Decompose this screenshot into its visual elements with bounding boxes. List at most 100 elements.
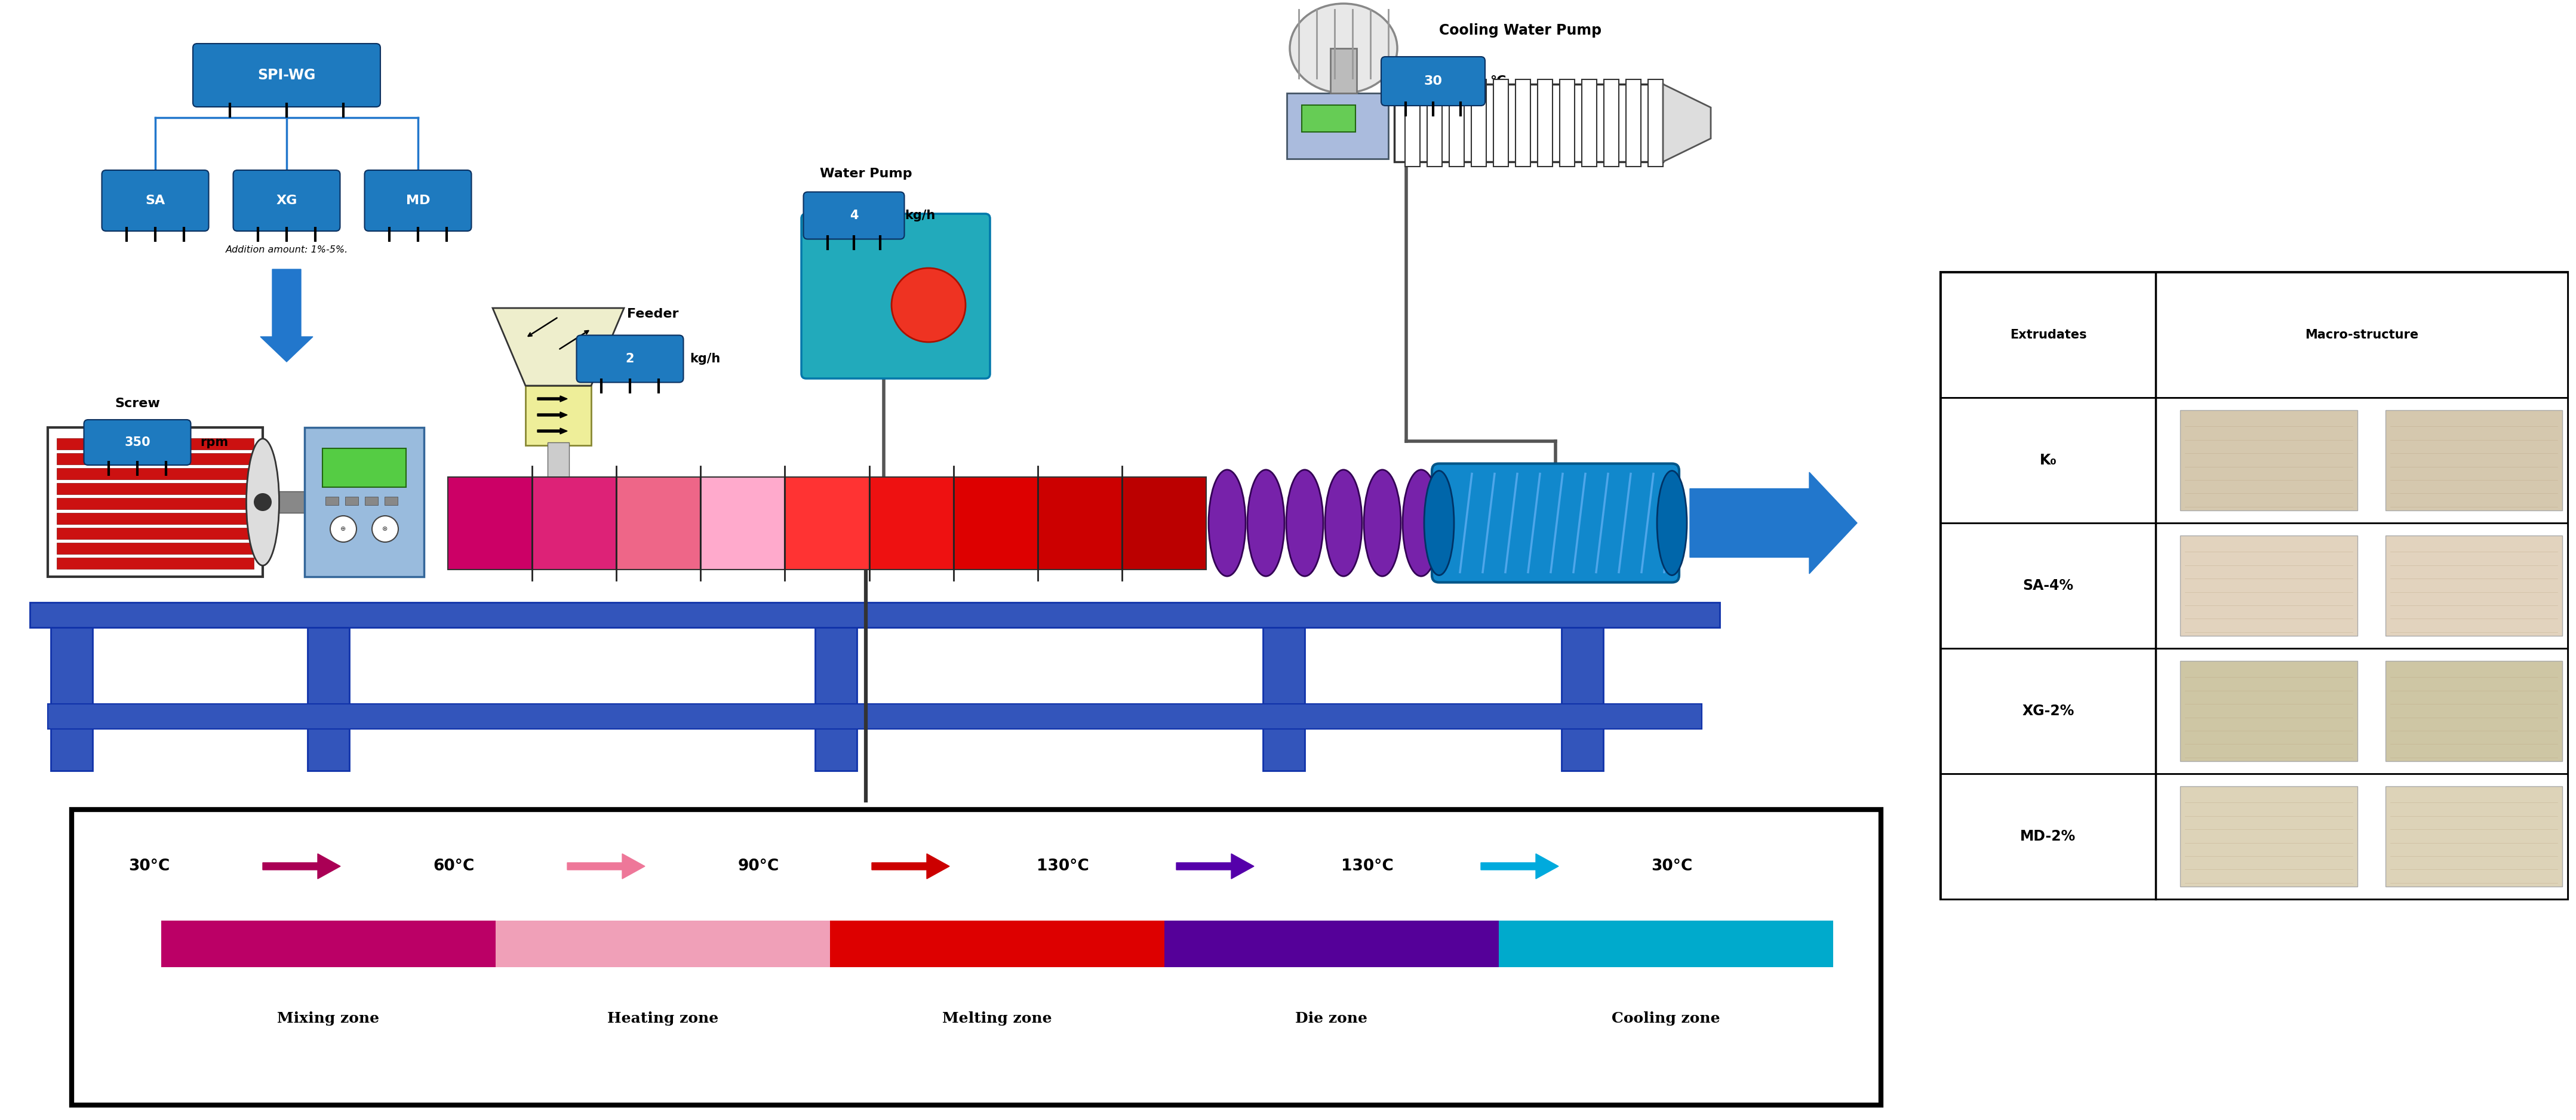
Ellipse shape bbox=[247, 439, 278, 566]
Ellipse shape bbox=[1324, 469, 1363, 576]
Ellipse shape bbox=[1425, 470, 1453, 576]
Bar bbox=[345, 496, 358, 505]
Ellipse shape bbox=[1363, 469, 1401, 576]
Bar bbox=[307, 627, 350, 771]
Bar bbox=[31, 603, 1721, 627]
Text: 2: 2 bbox=[626, 353, 634, 365]
Bar bbox=[1038, 477, 1123, 569]
Bar bbox=[57, 438, 255, 449]
FancyArrow shape bbox=[1481, 853, 1558, 879]
FancyArrow shape bbox=[538, 428, 567, 435]
Bar bbox=[1164, 921, 1499, 968]
Bar bbox=[1940, 523, 2568, 648]
Text: Cooling Water Pump: Cooling Water Pump bbox=[1440, 24, 1602, 38]
Bar bbox=[1394, 84, 1664, 161]
Bar bbox=[57, 468, 255, 479]
Text: °C: °C bbox=[1489, 75, 1507, 87]
Bar bbox=[1404, 80, 1419, 167]
Text: 4: 4 bbox=[850, 209, 858, 222]
Bar bbox=[1538, 80, 1553, 167]
Text: K₀: K₀ bbox=[2040, 454, 2056, 467]
Bar bbox=[448, 477, 533, 569]
Bar bbox=[2385, 410, 2563, 511]
Text: Cooling zone: Cooling zone bbox=[1613, 1011, 1721, 1026]
Bar bbox=[57, 483, 255, 494]
Text: Addition amount: 1%-5%.: Addition amount: 1%-5%. bbox=[224, 245, 348, 254]
Bar bbox=[1561, 627, 1602, 771]
FancyBboxPatch shape bbox=[193, 44, 381, 106]
Bar bbox=[57, 543, 255, 554]
Bar bbox=[953, 477, 1038, 569]
Text: SA-4%: SA-4% bbox=[2022, 579, 2074, 592]
Text: SA: SA bbox=[144, 195, 165, 206]
Bar bbox=[1471, 80, 1486, 167]
Bar bbox=[384, 496, 397, 505]
Text: XG: XG bbox=[276, 195, 296, 206]
Bar bbox=[49, 703, 1703, 729]
Text: ⊕: ⊕ bbox=[340, 526, 345, 532]
Bar bbox=[526, 385, 590, 446]
Bar bbox=[1262, 627, 1303, 771]
Bar bbox=[57, 513, 255, 524]
Bar bbox=[52, 627, 93, 771]
FancyArrow shape bbox=[1177, 853, 1255, 879]
Text: 30°C: 30°C bbox=[1651, 859, 1692, 874]
FancyArrow shape bbox=[260, 269, 312, 362]
FancyBboxPatch shape bbox=[804, 192, 904, 239]
FancyArrow shape bbox=[567, 853, 644, 879]
Bar bbox=[616, 477, 701, 569]
Bar bbox=[57, 454, 255, 465]
FancyBboxPatch shape bbox=[366, 170, 471, 231]
Bar bbox=[1123, 477, 1206, 569]
Bar bbox=[2179, 661, 2357, 762]
Bar bbox=[1649, 80, 1664, 167]
Circle shape bbox=[255, 493, 270, 511]
Bar bbox=[57, 498, 255, 510]
Bar bbox=[549, 442, 569, 478]
Bar bbox=[814, 627, 858, 771]
Text: 130°C: 130°C bbox=[1342, 859, 1394, 874]
FancyArrow shape bbox=[263, 853, 340, 879]
Polygon shape bbox=[1664, 84, 1710, 161]
Circle shape bbox=[371, 516, 399, 542]
Ellipse shape bbox=[1247, 469, 1285, 576]
Bar bbox=[1940, 272, 2568, 899]
Bar bbox=[829, 921, 1164, 968]
Text: MD: MD bbox=[407, 195, 430, 206]
Bar bbox=[1582, 80, 1597, 167]
Bar bbox=[701, 477, 786, 569]
Bar bbox=[57, 528, 255, 539]
Ellipse shape bbox=[1285, 469, 1324, 576]
Bar bbox=[786, 477, 868, 569]
Text: Die zone: Die zone bbox=[1296, 1011, 1368, 1026]
Bar bbox=[2385, 661, 2563, 762]
Bar bbox=[2385, 535, 2563, 636]
Bar bbox=[1558, 80, 1574, 167]
Text: XG-2%: XG-2% bbox=[2022, 703, 2074, 718]
Bar bbox=[533, 477, 616, 569]
Text: 30: 30 bbox=[1425, 75, 1443, 87]
FancyArrow shape bbox=[538, 412, 567, 418]
Text: rpm: rpm bbox=[201, 437, 229, 448]
Text: Feeder: Feeder bbox=[626, 308, 677, 320]
Bar bbox=[2179, 786, 2357, 887]
Bar bbox=[1625, 80, 1641, 167]
Bar bbox=[304, 428, 425, 577]
Text: kg/h: kg/h bbox=[690, 353, 721, 365]
FancyBboxPatch shape bbox=[1432, 464, 1680, 582]
Text: Macro-structure: Macro-structure bbox=[2306, 329, 2419, 340]
Bar bbox=[1515, 80, 1530, 167]
Text: Screw: Screw bbox=[116, 398, 160, 410]
Ellipse shape bbox=[1208, 469, 1247, 576]
Bar bbox=[868, 477, 953, 569]
Text: 60°C: 60°C bbox=[433, 859, 474, 874]
Bar bbox=[1288, 93, 1388, 159]
Ellipse shape bbox=[1656, 470, 1687, 576]
Ellipse shape bbox=[1404, 469, 1440, 576]
Bar bbox=[1450, 80, 1463, 167]
Bar bbox=[49, 428, 263, 577]
Bar bbox=[2385, 786, 2563, 887]
Bar bbox=[1940, 272, 2568, 398]
Circle shape bbox=[891, 268, 966, 342]
Bar bbox=[1499, 921, 1834, 968]
